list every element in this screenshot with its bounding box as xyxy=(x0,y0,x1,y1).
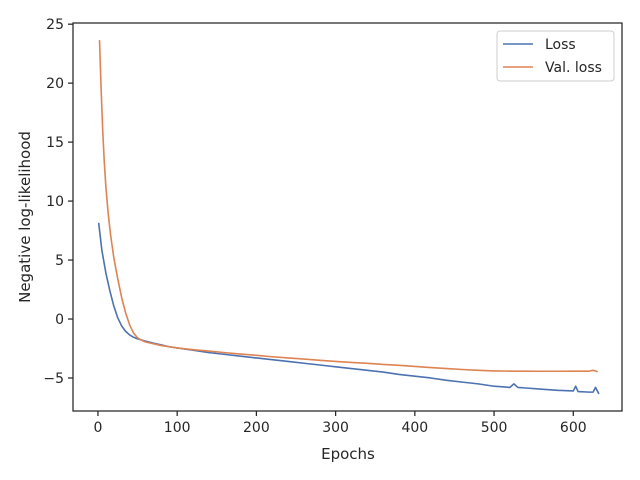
y-tick-label: 20 xyxy=(46,76,64,92)
legend: Loss Val. loss xyxy=(496,30,615,82)
y-tick-label: −5 xyxy=(43,371,64,387)
x-axis-label: Epochs xyxy=(321,445,375,463)
x-tick-label: 0 xyxy=(93,420,102,436)
x-tick-label: 300 xyxy=(322,420,349,436)
x-axis-ticks: 0 100 200 300 400 500 600 xyxy=(93,411,587,436)
y-tick-label: 0 xyxy=(55,312,64,328)
x-tick-label: 100 xyxy=(164,420,191,436)
y-tick-label: 10 xyxy=(46,194,64,210)
series-layer xyxy=(97,39,600,395)
y-axis-label: Negative log-likelihood xyxy=(16,131,34,303)
series-line-val-loss xyxy=(98,39,598,373)
y-axis-ticks: −5 0 5 10 15 20 25 xyxy=(43,17,73,387)
y-tick-label: 15 xyxy=(46,135,64,151)
series-line-loss xyxy=(97,222,600,395)
legend-label-val-loss: Val. loss xyxy=(545,60,602,76)
y-tick-label: 5 xyxy=(55,253,64,269)
plot-frame xyxy=(72,22,623,412)
y-tick-label: 25 xyxy=(46,17,64,33)
x-tick-label: 600 xyxy=(560,420,587,436)
legend-label-loss: Loss xyxy=(545,37,576,53)
x-tick-label: 500 xyxy=(481,420,508,436)
x-tick-label: 200 xyxy=(243,420,270,436)
x-tick-label: 400 xyxy=(401,420,428,436)
